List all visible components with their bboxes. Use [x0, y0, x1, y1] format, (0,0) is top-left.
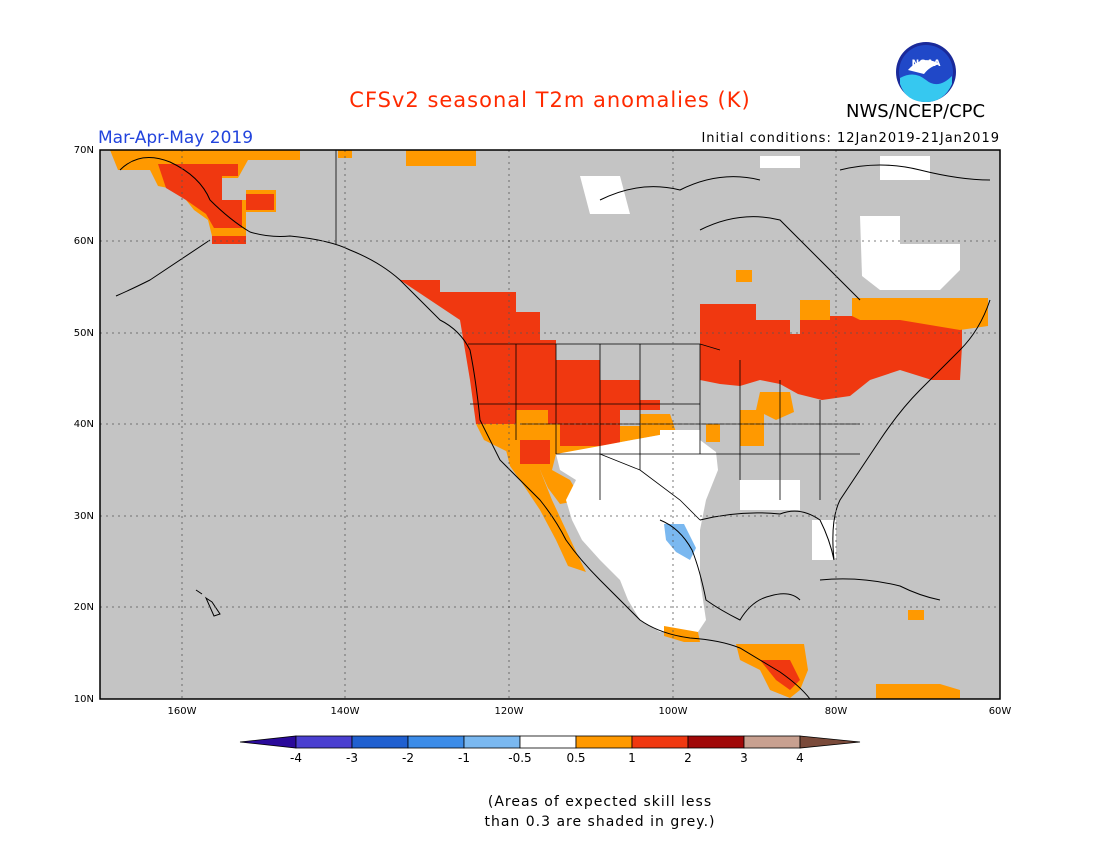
anomaly-northeast: [700, 270, 988, 446]
borders: [335, 150, 860, 521]
colorbar-swatch: [295, 735, 353, 749]
colorbar-tick: 0.5: [566, 751, 585, 765]
colorbar-tick: 4: [796, 751, 804, 765]
colorbar-swatches: [239, 735, 861, 749]
agency-label: NWS/NCEP/CPC: [846, 101, 986, 122]
map-panel: 70N 60N 50N 40N 30N 20N 10N 160W 140W 12…: [74, 145, 1012, 717]
caption-line: than 0.3 are shaded in grey.): [484, 814, 716, 830]
chart-title: CFSv2 seasonal T2m anomalies (K): [349, 88, 751, 112]
skill-caption: (Areas of expected skill less than 0.3 a…: [440, 792, 760, 832]
lon-label: 60W: [989, 706, 1012, 717]
lon-labels: 160W 140W 120W 100W 80W 60W: [168, 706, 1012, 717]
anomaly-alaska: [110, 150, 476, 244]
colorbar-tick: 2: [684, 751, 692, 765]
colorbar-swatch: [687, 735, 745, 749]
colorbar-ticks: -4 -3 -2 -1 -0.5 0.5 1 2 3 4: [290, 751, 804, 765]
colorbar-swatch: [743, 735, 801, 749]
noaa-logo: NOAA: [896, 42, 956, 102]
anomaly-west: [400, 280, 676, 572]
colorbar-swatch: [799, 735, 861, 749]
colorbar-swatch: [463, 735, 521, 749]
lon-label: 140W: [331, 706, 360, 717]
colorbar-swatch: [519, 735, 577, 749]
caption-line: (Areas of expected skill less: [487, 794, 713, 810]
lon-label: 100W: [659, 706, 688, 717]
lat-label: 30N: [74, 511, 94, 522]
lat-label: 10N: [74, 694, 94, 705]
lon-label: 120W: [495, 706, 524, 717]
colorbar-swatch: [351, 735, 409, 749]
colorbar-swatch: [631, 735, 689, 749]
lat-label: 70N: [74, 145, 94, 156]
map-grid: [100, 150, 1000, 699]
colorbar-tick: 3: [740, 751, 748, 765]
lat-labels: 70N 60N 50N 40N 30N 20N 10N: [74, 145, 94, 705]
lat-label: 20N: [74, 602, 94, 613]
lon-label: 80W: [825, 706, 848, 717]
colorbar-tick: -4: [290, 751, 302, 765]
lat-label: 60N: [74, 236, 94, 247]
forecast-period: Mar-Apr-May 2019: [98, 128, 254, 148]
lat-label: 50N: [74, 328, 94, 339]
lat-label: 40N: [74, 419, 94, 430]
colorbar-tick: -1: [458, 751, 470, 765]
map-frame: [99, 149, 1001, 700]
logo-label: NOAA: [912, 59, 941, 69]
colorbar-tick: -0.5: [508, 751, 531, 765]
colorbar: -4 -3 -2 -1 -0.5 0.5 1 2 3 4: [239, 735, 861, 765]
coastlines: [115, 157, 991, 700]
colorbar-tick: 1: [628, 751, 636, 765]
colorbar-tick: -2: [402, 751, 414, 765]
anomaly-north-white: [580, 156, 960, 290]
colorbar-swatch: [575, 735, 633, 749]
anomaly-southwest: [556, 430, 836, 632]
initial-conditions: Initial conditions: 12Jan2019-21Jan2019: [701, 131, 1000, 146]
lon-label: 160W: [168, 706, 197, 717]
colorbar-swatch: [407, 735, 465, 749]
colorbar-swatch: [239, 735, 297, 749]
colorbar-tick: -3: [346, 751, 358, 765]
